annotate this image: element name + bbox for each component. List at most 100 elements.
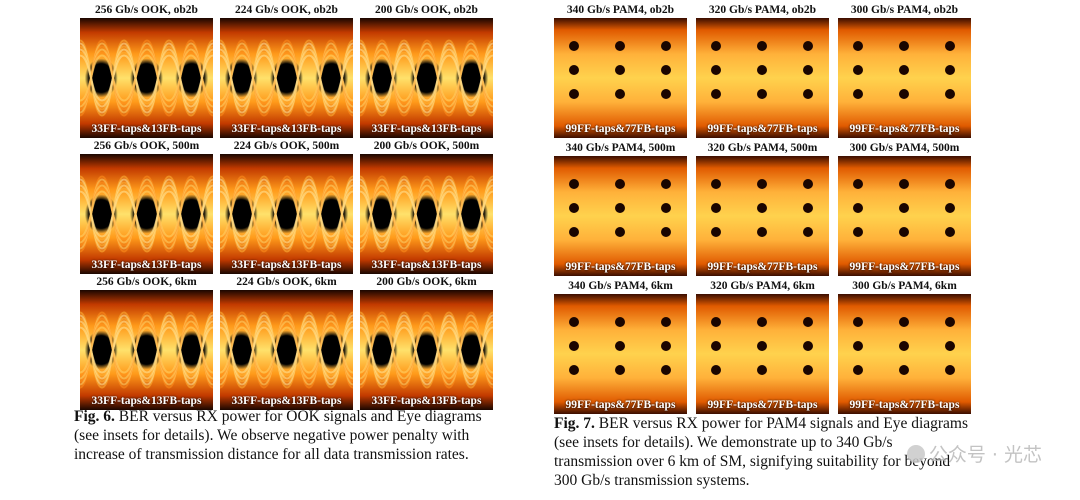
eye-trace xyxy=(80,51,213,105)
eye-trace xyxy=(80,187,213,241)
eye-trace xyxy=(220,51,353,105)
eye-opening xyxy=(661,317,671,327)
eye-opening xyxy=(615,341,625,351)
pam4-eye-diagram: 99FF-taps&77FB-taps xyxy=(838,156,971,276)
ook-eye-diagram: 33FF-taps&13FB-taps xyxy=(220,290,353,410)
eye-traces xyxy=(711,41,813,99)
eye-trace xyxy=(360,48,493,108)
eye-trace xyxy=(80,45,213,111)
eye-trace xyxy=(80,326,213,374)
eye-trace xyxy=(80,39,213,117)
eye-trace xyxy=(220,326,353,374)
eye-trace xyxy=(80,311,213,389)
eye-title: 320 Gb/s PAM4, 6km xyxy=(710,280,815,292)
eye-opening xyxy=(899,227,909,237)
eye-traces xyxy=(220,39,353,117)
eye-trace xyxy=(220,48,353,108)
eye-traces xyxy=(711,179,813,237)
eye-title: 320 Gb/s PAM4, ob2b xyxy=(708,4,817,16)
eye-title: 200 Gb/s OOK, ob2b xyxy=(375,4,478,16)
eye-traces xyxy=(569,317,671,375)
eye-trace xyxy=(360,190,493,238)
eye-trace xyxy=(220,54,353,102)
eye-opening xyxy=(945,41,955,51)
eye-opening xyxy=(757,317,767,327)
eye-trace xyxy=(220,317,353,383)
eye-opening xyxy=(661,41,671,51)
eye-trace xyxy=(360,187,493,241)
eye-opening xyxy=(661,179,671,189)
eye-opening xyxy=(853,203,863,213)
ook-eye-diagram: 33FF-taps&13FB-taps xyxy=(360,290,493,410)
eye-trace xyxy=(220,187,353,241)
eye-trace xyxy=(80,184,213,244)
eye-traces xyxy=(853,317,955,375)
eye-title: 300 Gb/s PAM4, ob2b xyxy=(850,4,959,16)
eye-opening xyxy=(803,89,813,99)
eye-opening xyxy=(711,227,721,237)
eye-opening xyxy=(803,41,813,51)
eye-opening xyxy=(615,41,625,51)
eye-trace xyxy=(220,42,353,114)
eye-trace xyxy=(360,184,493,244)
eye-opening xyxy=(661,65,671,75)
eye-trace xyxy=(360,190,493,238)
eye-opening xyxy=(757,203,767,213)
eye-trace xyxy=(80,45,213,111)
eye-traces xyxy=(360,175,493,253)
eye-trace xyxy=(80,311,213,389)
eye-traces xyxy=(569,41,671,99)
eye-opening xyxy=(661,341,671,351)
eye-trace xyxy=(80,323,213,377)
pam4-eye-diagram: 99FF-taps&77FB-taps xyxy=(554,294,687,414)
eye-trace xyxy=(360,54,493,102)
eye-trace xyxy=(220,181,353,247)
eye-trace xyxy=(80,48,213,108)
eye-opening xyxy=(803,365,813,375)
eye-inset-label: 99FF-taps&77FB-taps xyxy=(849,261,960,273)
eye-inset-label: 33FF-taps&13FB-taps xyxy=(371,123,482,135)
eye-traces xyxy=(853,41,955,99)
eye-inset-label: 99FF-taps&77FB-taps xyxy=(707,261,818,273)
eye-title: 200 Gb/s OOK, 6km xyxy=(376,276,477,288)
eye-trace xyxy=(360,51,493,105)
eye-opening xyxy=(803,203,813,213)
fig7-text: BER versus RX power for PAM4 signals and… xyxy=(554,415,969,489)
eye-opening xyxy=(569,41,579,51)
eye-opening xyxy=(711,65,721,75)
eye-title: 300 Gb/s PAM4, 6km xyxy=(852,280,957,292)
eye-trace xyxy=(360,175,493,253)
fig6-text: BER versus RX power for OOK signals and … xyxy=(74,408,482,463)
eye-traces xyxy=(360,39,493,117)
eye-opening xyxy=(757,341,767,351)
eye-trace xyxy=(360,317,493,383)
eye-traces xyxy=(569,179,671,237)
eye-title: 256 Gb/s OOK, 6km xyxy=(96,276,197,288)
eye-opening xyxy=(615,317,625,327)
eye-title: 256 Gb/s OOK, 500m xyxy=(93,140,200,152)
eye-opening xyxy=(803,179,813,189)
eye-opening xyxy=(899,89,909,99)
eye-trace xyxy=(220,320,353,380)
eye-opening xyxy=(853,179,863,189)
eye-opening xyxy=(899,179,909,189)
eye-opening xyxy=(661,365,671,375)
eye-inset-label: 99FF-taps&77FB-taps xyxy=(565,399,676,411)
ook-eye-diagram: 33FF-taps&13FB-taps xyxy=(80,154,213,274)
eye-trace xyxy=(80,187,213,241)
eye-opening xyxy=(615,227,625,237)
pam4-eye-diagram: 99FF-taps&77FB-taps xyxy=(554,156,687,276)
ook-eye-diagram: 33FF-taps&13FB-taps xyxy=(360,18,493,138)
eye-trace xyxy=(80,184,213,244)
eye-trace xyxy=(220,54,353,102)
eye-inset-label: 99FF-taps&77FB-taps xyxy=(707,123,818,135)
eye-trace xyxy=(220,184,353,244)
eye-trace xyxy=(220,39,353,117)
eye-title: 224 Gb/s OOK, ob2b xyxy=(235,4,338,16)
eye-opening xyxy=(899,41,909,51)
eye-trace xyxy=(360,42,493,114)
eye-trace xyxy=(360,187,493,241)
eye-traces xyxy=(360,311,493,389)
eye-trace xyxy=(360,181,493,247)
eye-trace xyxy=(220,320,353,380)
